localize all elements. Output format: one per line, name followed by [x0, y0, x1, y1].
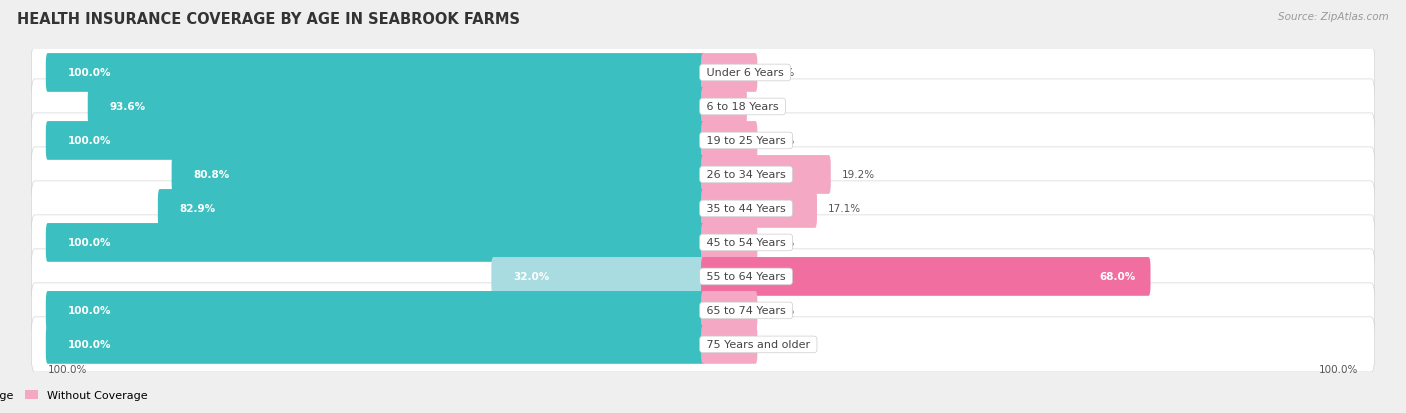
Text: HEALTH INSURANCE COVERAGE BY AGE IN SEABROOK FARMS: HEALTH INSURANCE COVERAGE BY AGE IN SEAB…: [17, 12, 520, 27]
Text: 0.0%: 0.0%: [769, 306, 794, 316]
FancyBboxPatch shape: [87, 88, 704, 126]
FancyBboxPatch shape: [702, 190, 817, 228]
FancyBboxPatch shape: [702, 291, 758, 330]
Text: 100.0%: 100.0%: [67, 306, 111, 316]
Text: 55 to 64 Years: 55 to 64 Years: [703, 272, 789, 282]
Text: 19 to 25 Years: 19 to 25 Years: [703, 136, 789, 146]
FancyBboxPatch shape: [702, 257, 1150, 296]
FancyBboxPatch shape: [702, 122, 758, 160]
Text: 32.0%: 32.0%: [513, 272, 550, 282]
Text: 93.6%: 93.6%: [110, 102, 145, 112]
Text: 75 Years and older: 75 Years and older: [703, 339, 814, 349]
Text: 82.9%: 82.9%: [180, 204, 215, 214]
FancyBboxPatch shape: [46, 54, 704, 93]
FancyBboxPatch shape: [46, 122, 704, 160]
FancyBboxPatch shape: [491, 257, 704, 296]
Text: 100.0%: 100.0%: [67, 68, 111, 78]
Text: 80.8%: 80.8%: [193, 170, 229, 180]
FancyBboxPatch shape: [31, 46, 1375, 101]
Text: 19.2%: 19.2%: [842, 170, 875, 180]
Text: 0.0%: 0.0%: [769, 339, 794, 349]
Text: 6 to 18 Years: 6 to 18 Years: [703, 102, 782, 112]
Text: 0.0%: 0.0%: [769, 238, 794, 248]
FancyBboxPatch shape: [702, 54, 758, 93]
FancyBboxPatch shape: [157, 190, 704, 228]
FancyBboxPatch shape: [702, 88, 747, 126]
FancyBboxPatch shape: [31, 80, 1375, 135]
Text: 100.0%: 100.0%: [67, 238, 111, 248]
FancyBboxPatch shape: [31, 317, 1375, 372]
Text: 26 to 34 Years: 26 to 34 Years: [703, 170, 789, 180]
Text: 6.4%: 6.4%: [758, 102, 785, 112]
FancyBboxPatch shape: [172, 156, 704, 195]
FancyBboxPatch shape: [46, 325, 704, 364]
Text: 0.0%: 0.0%: [769, 136, 794, 146]
FancyBboxPatch shape: [46, 223, 704, 262]
FancyBboxPatch shape: [31, 181, 1375, 236]
FancyBboxPatch shape: [31, 249, 1375, 304]
Text: 100.0%: 100.0%: [1319, 364, 1358, 374]
Text: 35 to 44 Years: 35 to 44 Years: [703, 204, 789, 214]
Text: 65 to 74 Years: 65 to 74 Years: [703, 306, 789, 316]
Text: 100.0%: 100.0%: [67, 136, 111, 146]
Legend: With Coverage, Without Coverage: With Coverage, Without Coverage: [0, 385, 152, 405]
FancyBboxPatch shape: [31, 147, 1375, 202]
Text: Source: ZipAtlas.com: Source: ZipAtlas.com: [1278, 12, 1389, 22]
FancyBboxPatch shape: [31, 215, 1375, 271]
FancyBboxPatch shape: [702, 325, 758, 364]
FancyBboxPatch shape: [31, 114, 1375, 169]
FancyBboxPatch shape: [31, 283, 1375, 338]
Text: Under 6 Years: Under 6 Years: [703, 68, 787, 78]
Text: 100.0%: 100.0%: [48, 364, 87, 374]
Text: 0.0%: 0.0%: [769, 68, 794, 78]
Text: 68.0%: 68.0%: [1099, 272, 1136, 282]
FancyBboxPatch shape: [702, 223, 758, 262]
Text: 45 to 54 Years: 45 to 54 Years: [703, 238, 789, 248]
Text: 100.0%: 100.0%: [67, 339, 111, 349]
Text: 17.1%: 17.1%: [828, 204, 862, 214]
FancyBboxPatch shape: [46, 291, 704, 330]
FancyBboxPatch shape: [702, 156, 831, 195]
